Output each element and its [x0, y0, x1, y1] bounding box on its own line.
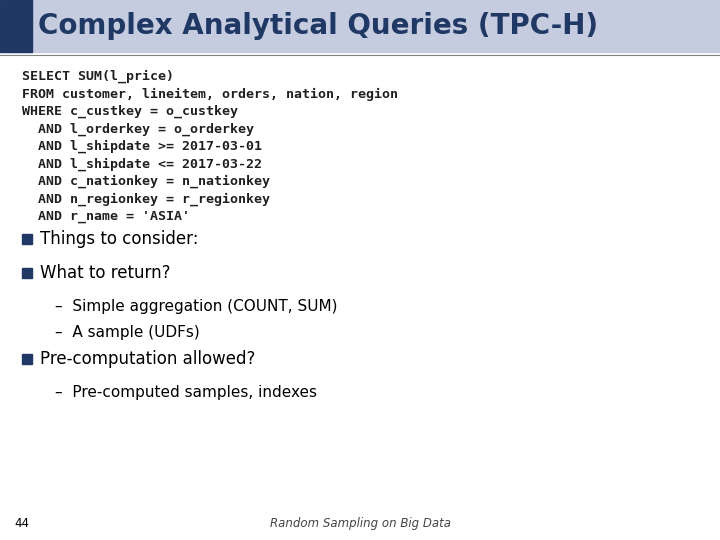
Text: –  Simple aggregation (COUNT, SUM): – Simple aggregation (COUNT, SUM)	[55, 300, 338, 314]
Bar	[22, 354, 32, 364]
Text: Pre-computation allowed?: Pre-computation allowed?	[40, 350, 256, 368]
Text: AND l_shipdate >= 2017-03-01: AND l_shipdate >= 2017-03-01	[22, 140, 262, 153]
Text: WHERE c_custkey = o_custkey: WHERE c_custkey = o_custkey	[22, 105, 238, 118]
Bar	[0, 0, 32, 52]
Text: AND l_orderkey = o_orderkey: AND l_orderkey = o_orderkey	[22, 123, 254, 136]
Text: –  A sample (UDFs): – A sample (UDFs)	[55, 326, 199, 341]
Bar	[22, 268, 32, 278]
Bar	[22, 234, 32, 244]
Text: Things to consider:: Things to consider:	[40, 230, 199, 248]
Text: AND r_name = 'ASIA': AND r_name = 'ASIA'	[22, 210, 190, 223]
Text: AND c_nationkey = n_nationkey: AND c_nationkey = n_nationkey	[22, 175, 270, 188]
Text: –  Pre-computed samples, indexes: – Pre-computed samples, indexes	[55, 386, 317, 401]
Bar	[0, 0, 720, 52]
Text: SELECT SUM(l_price): SELECT SUM(l_price)	[22, 70, 174, 83]
Text: FROM customer, lineitem, orders, nation, region: FROM customer, lineitem, orders, nation,…	[22, 87, 398, 100]
Text: What to return?: What to return?	[40, 264, 171, 282]
Text: Complex Analytical Queries (TPC-H): Complex Analytical Queries (TPC-H)	[38, 12, 598, 40]
Text: 44: 44	[14, 517, 29, 530]
Text: AND n_regionkey = r_regionkey: AND n_regionkey = r_regionkey	[22, 192, 270, 206]
Text: Random Sampling on Big Data: Random Sampling on Big Data	[269, 517, 451, 530]
Text: AND l_shipdate <= 2017-03-22: AND l_shipdate <= 2017-03-22	[22, 158, 262, 171]
